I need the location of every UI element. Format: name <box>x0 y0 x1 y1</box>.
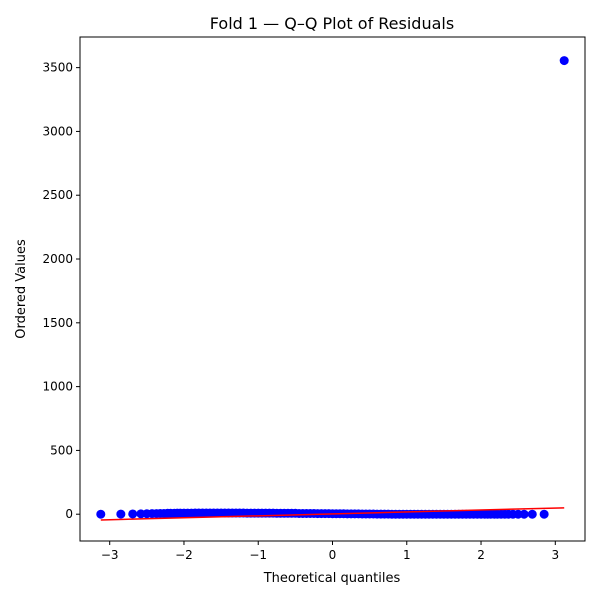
y-tick-label: 3500 <box>42 61 73 75</box>
data-point <box>519 509 529 519</box>
y-tick-label: 2500 <box>42 188 73 202</box>
fit-line <box>100 507 565 521</box>
data-point <box>96 509 106 519</box>
y-axis-title: Ordered Values <box>14 239 29 339</box>
x-tick-label: 1 <box>403 548 411 562</box>
x-tick-label: −1 <box>249 548 267 562</box>
x-tick-label: 2 <box>477 548 485 562</box>
y-tick-label: 1000 <box>42 380 73 394</box>
x-axis: −3 −2 −1 0 1 2 3 <box>101 541 559 562</box>
axes-frame <box>79 36 586 542</box>
x-tick-label: −3 <box>101 548 119 562</box>
x-tick-label: 0 <box>329 548 337 562</box>
data-point <box>116 509 126 519</box>
y-tick-label: 3000 <box>42 124 73 138</box>
y-tick-label: 0 <box>65 507 73 521</box>
y-tick-label: 2000 <box>42 252 73 266</box>
chart-title: Fold 1 — Q–Q Plot of Residuals <box>210 14 454 33</box>
x-tick-label: −2 <box>175 548 193 562</box>
x-axis-title: Theoretical quantiles <box>263 571 401 586</box>
data-point <box>527 509 537 519</box>
plot-area <box>96 56 569 521</box>
data-point <box>128 509 138 519</box>
y-axis: 0 500 1000 1500 2000 2500 3000 3500 <box>42 61 80 521</box>
y-tick-label: 500 <box>50 443 73 457</box>
data-point <box>539 509 549 519</box>
y-tick-label: 1500 <box>42 316 73 330</box>
data-point <box>559 56 569 66</box>
x-tick-label: 3 <box>551 548 559 562</box>
